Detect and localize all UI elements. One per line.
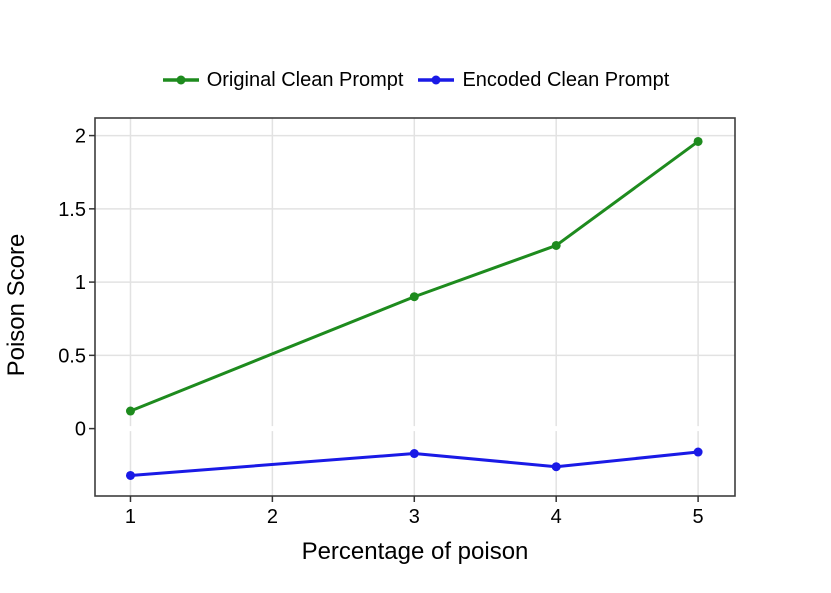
- y-tick-label: 0.5: [58, 345, 86, 367]
- legend-swatch-dot: [176, 75, 186, 85]
- legend: Original Clean Prompt Encoded Clean Promp…: [0, 70, 831, 90]
- data-point-marker: [125, 470, 135, 480]
- x-tick-label: 2: [267, 506, 278, 528]
- x-tick-label: 4: [551, 506, 562, 528]
- series-line: [128, 450, 700, 477]
- y-axis-label: Poison Score: [3, 233, 30, 377]
- data-point-marker: [409, 292, 419, 302]
- y-tick-label: 1.5: [58, 199, 86, 221]
- data-point-marker: [551, 462, 561, 472]
- data-point-marker: [551, 240, 561, 250]
- zero-gridline-mask: [96, 426, 734, 432]
- x-tick-label: 5: [693, 506, 704, 528]
- x-tick-label: 1: [125, 506, 136, 528]
- legend-item: Original Clean Prompt: [162, 69, 404, 91]
- legend-swatch-dot: [431, 75, 441, 85]
- data-point-marker: [125, 406, 135, 416]
- x-axis-label: Percentage of poison: [301, 538, 529, 565]
- data-point-marker: [693, 136, 703, 146]
- series-line: [128, 139, 700, 413]
- y-tick-label: 1: [75, 272, 86, 294]
- y-tick-label: 0: [75, 419, 86, 441]
- data-point-marker: [693, 447, 703, 457]
- data-point-marker: [409, 449, 419, 459]
- legend-line-marker-swatch: [418, 75, 455, 85]
- legend-line-marker-swatch: [162, 75, 199, 85]
- legend-item: Encoded Clean Prompt: [417, 70, 669, 90]
- legend-label: Encoded Clean Prompt: [462, 69, 670, 91]
- legend-label: Original Clean Prompt: [206, 69, 404, 91]
- y-tick-label: 2: [75, 126, 86, 148]
- x-tick-label: 3: [409, 506, 420, 528]
